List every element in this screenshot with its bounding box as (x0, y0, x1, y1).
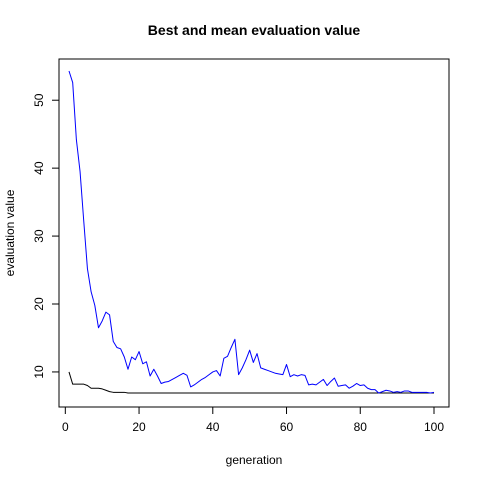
y-tick-label: 40 (32, 161, 46, 175)
y-tick-label: 50 (32, 93, 46, 107)
x-axis: 0 20 40 60 80 100 (62, 406, 444, 434)
plot-frame (58, 58, 450, 408)
series-line-black (68, 371, 434, 394)
x-tick-label: 60 (280, 420, 294, 434)
y-tick-label: 30 (32, 229, 46, 243)
y-axis-label: evaluation value (3, 189, 17, 276)
x-tick-label: 100 (424, 420, 444, 434)
series-layer (68, 70, 435, 394)
x-tick-label: 0 (62, 420, 69, 434)
x-tick-label: 20 (132, 420, 146, 434)
x-tick-label: 40 (206, 420, 220, 434)
y-axis: 10 20 30 40 50 (32, 93, 60, 379)
x-axis-label: generation (226, 453, 283, 467)
x-tick-label: 80 (354, 420, 368, 434)
y-tick-label: 20 (32, 297, 46, 311)
y-tick-label: 10 (32, 365, 46, 379)
series-line-blue (68, 70, 435, 394)
chart-title: Best and mean evaluation value (148, 22, 361, 38)
